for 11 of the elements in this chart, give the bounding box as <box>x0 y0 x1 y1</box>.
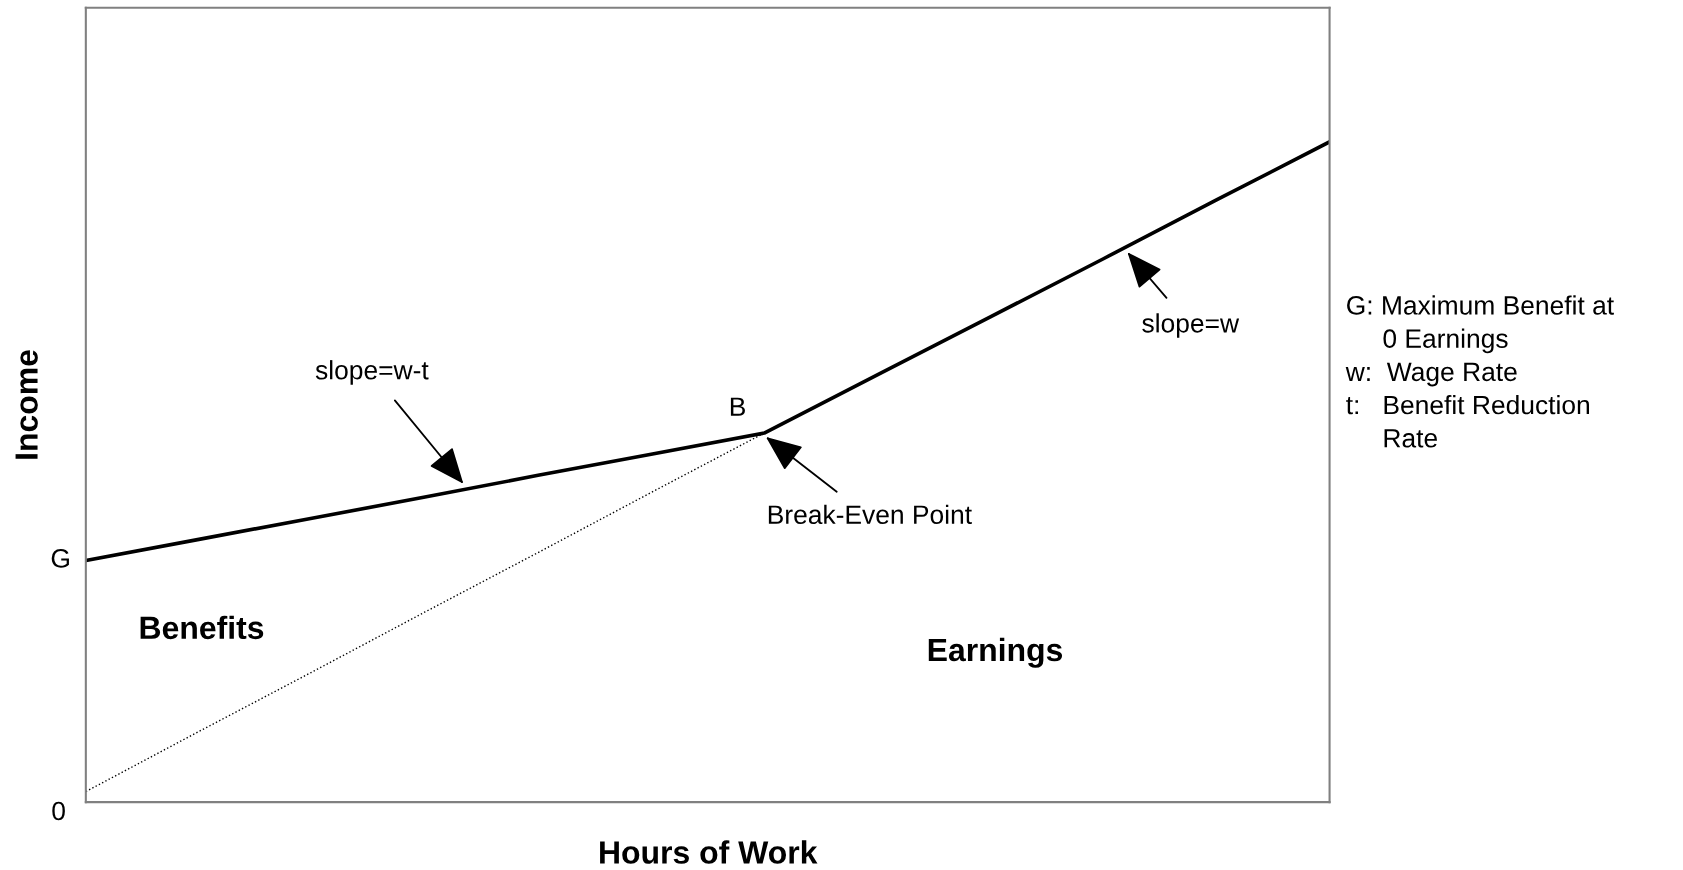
annotation: slope=w-t <box>315 360 429 385</box>
annotation: Earnings <box>928 637 1063 668</box>
y-axis-title: Income <box>15 350 38 459</box>
text: G: Maximum Benefit at 0 Earnings w: Wage Rate t: Benefit Reduction Rate <box>1345 295 1614 448</box>
annotation: Benefits <box>140 615 264 640</box>
text: G <box>51 549 69 568</box>
annotation: slope=w <box>1142 313 1240 338</box>
annotation: B <box>730 397 745 416</box>
annotation: Break-Even Point <box>768 504 972 525</box>
text: 0 <box>52 801 65 821</box>
x-axis-title: Hours of Work <box>600 840 818 864</box>
